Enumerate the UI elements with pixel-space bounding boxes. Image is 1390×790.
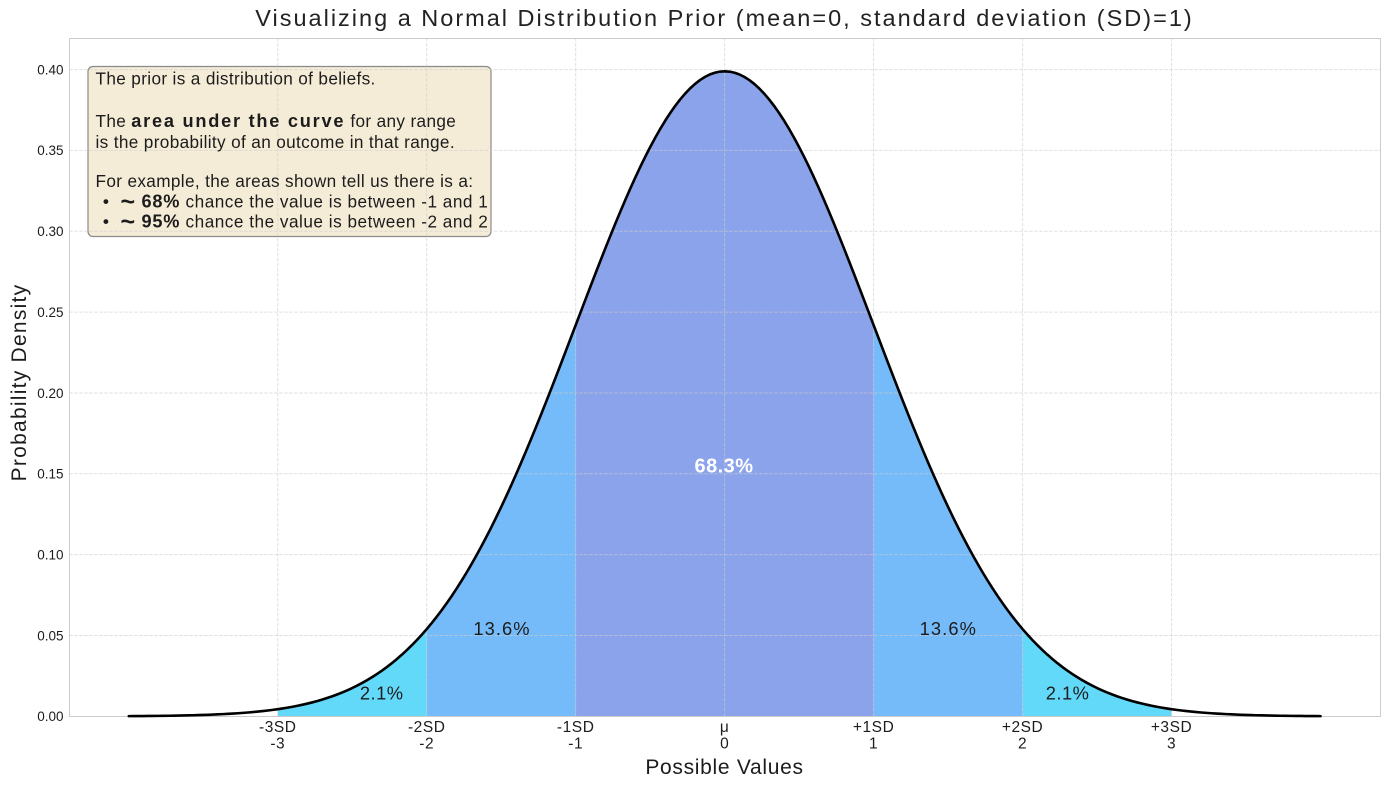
svg-text:0.35: 0.35	[37, 143, 63, 158]
svg-text:Possible Values: Possible Values	[645, 756, 803, 779]
svg-text:-1: -1	[568, 736, 583, 753]
svg-text:0.25: 0.25	[37, 305, 63, 320]
svg-text:0.05: 0.05	[37, 628, 63, 643]
svg-text:0.40: 0.40	[37, 62, 63, 77]
svg-text:The area under the curve for a: The area under the curve for any range	[96, 111, 457, 131]
svg-text:13.6%: 13.6%	[473, 618, 530, 639]
svg-text:68.3%: 68.3%	[695, 456, 754, 478]
svg-text:2.1%: 2.1%	[360, 682, 404, 703]
svg-text:μ: μ	[720, 719, 729, 736]
svg-text:0.15: 0.15	[37, 467, 63, 482]
svg-text:0: 0	[720, 736, 729, 753]
svg-text:-1SD: -1SD	[557, 719, 595, 736]
svg-text:-3SD: -3SD	[259, 719, 297, 736]
svg-text:0.00: 0.00	[37, 709, 63, 724]
svg-text:0.30: 0.30	[37, 224, 63, 239]
svg-text:For example, the areas shown t: For example, the areas shown tell us the…	[96, 171, 474, 191]
svg-text:2.1%: 2.1%	[1046, 682, 1090, 703]
svg-text:+1SD: +1SD	[853, 719, 894, 736]
svg-text:Visualizing a Normal Distribut: Visualizing a Normal Distribution Prior …	[255, 5, 1193, 31]
svg-text:-2: -2	[419, 736, 434, 753]
svg-text:-3: -3	[270, 736, 285, 753]
svg-text:0.20: 0.20	[37, 386, 63, 401]
svg-text:3: 3	[1167, 736, 1176, 753]
svg-text:13.6%: 13.6%	[920, 618, 977, 639]
svg-text:1: 1	[869, 736, 878, 753]
svg-text:-2SD: -2SD	[408, 719, 446, 736]
svg-text:+2SD: +2SD	[1002, 719, 1043, 736]
svg-text:+3SD: +3SD	[1151, 719, 1192, 736]
svg-text:is the probability of an outco: is the probability of an outcome in that…	[96, 132, 455, 152]
svg-text:Probability Density: Probability Density	[8, 284, 31, 482]
svg-text:2: 2	[1018, 736, 1027, 753]
svg-text:0.10: 0.10	[37, 547, 63, 562]
svg-text:The prior is a distribution of: The prior is a distribution of beliefs.	[96, 69, 376, 89]
